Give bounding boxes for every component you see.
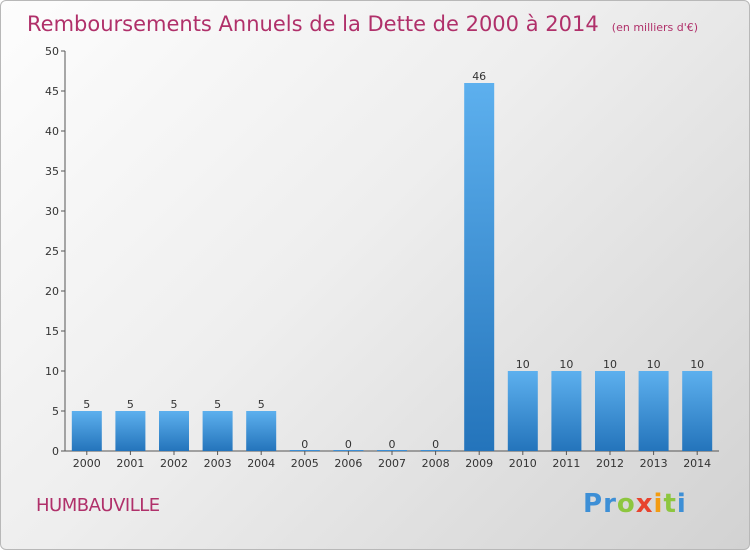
y-tick-label: 40: [45, 125, 59, 138]
bar: [682, 371, 713, 451]
y-tick-label: 5: [52, 405, 59, 418]
bar: [159, 411, 189, 451]
x-tick-label: 2011: [552, 457, 580, 470]
chart-title-unit: (en milliers d'€): [612, 21, 698, 34]
bar-value-label: 10: [603, 358, 617, 371]
x-tick-label: 2009: [465, 457, 493, 470]
bar: [115, 411, 146, 451]
bars: [71, 83, 713, 451]
y-tick-label: 15: [45, 325, 59, 338]
bar: [551, 371, 582, 451]
x-tick-label: 2008: [422, 457, 450, 470]
bar: [202, 411, 233, 451]
commune-name: HUMBAUVILLE: [36, 495, 160, 516]
bar: [289, 450, 320, 451]
x-tick-label: 2007: [378, 457, 406, 470]
bar-value-label: 5: [83, 398, 90, 411]
bar: [246, 411, 277, 451]
x-tick-label: 2006: [334, 457, 362, 470]
bar: [638, 371, 669, 451]
x-tick-label: 2012: [596, 457, 624, 470]
bar: [71, 411, 102, 451]
brand-letter: i: [676, 489, 687, 519]
x-axis: 2000 2001 2002 2003 2004 2005 2006 2007 2008 2009…: [65, 450, 719, 470]
bar: [595, 371, 625, 451]
brand-logo: Proxiti: [583, 489, 687, 519]
x-tick-label: 2004: [247, 457, 275, 470]
y-tick-label: 10: [45, 365, 59, 378]
bar: [507, 371, 538, 451]
brand-letter: o: [616, 489, 636, 519]
bar: [333, 450, 364, 451]
bar: [377, 450, 407, 451]
bar: [464, 83, 495, 451]
bar-value-label: 0: [301, 438, 308, 451]
bar-value-label: 10: [559, 358, 573, 371]
x-tick-label: 2003: [204, 457, 232, 470]
x-tick-label: 2000: [73, 457, 101, 470]
y-tick-label: 0: [52, 445, 59, 458]
chart-title: Remboursements Annuels de la Dette de 20…: [27, 12, 698, 36]
brand-letter: x: [635, 489, 654, 519]
chart-title-main: Remboursements Annuels de la Dette de 20…: [27, 12, 599, 36]
bar-value-label: 10: [647, 358, 661, 371]
brand-letter: r: [603, 489, 617, 519]
brand-letter: t: [663, 489, 677, 519]
bar-value-label: 46: [472, 70, 486, 83]
data-labels: 5 5 5 5 5 0 0 0 0 46 10 10 10 10 10: [83, 70, 704, 451]
bar-value-label: 0: [432, 438, 439, 451]
bar-value-label: 5: [127, 398, 134, 411]
x-tick-label: 2013: [640, 457, 668, 470]
bar: [420, 450, 451, 451]
y-tick-label: 30: [45, 205, 59, 218]
bar-value-label: 5: [171, 398, 178, 411]
brand-letter: i: [653, 489, 664, 519]
x-tick-label: 2002: [160, 457, 188, 470]
y-tick-label: 50: [45, 45, 59, 58]
x-tick-label: 2001: [116, 457, 144, 470]
bar-value-label: 10: [516, 358, 530, 371]
brand-letter: P: [583, 489, 604, 519]
bar-value-label: 5: [214, 398, 221, 411]
bar-value-label: 0: [345, 438, 352, 451]
x-tick-label: 2014: [683, 457, 711, 470]
bar-value-label: 0: [389, 438, 396, 451]
y-axis: 0 5 10 15 20 25 30 35 40 45 50: [45, 45, 66, 458]
x-tick-label: 2005: [291, 457, 319, 470]
y-tick-label: 25: [45, 245, 59, 258]
y-tick-label: 45: [45, 85, 59, 98]
x-tick-label: 2010: [509, 457, 537, 470]
y-tick-label: 35: [45, 165, 59, 178]
bar-value-label: 5: [258, 398, 265, 411]
bar-value-label: 10: [690, 358, 704, 371]
y-tick-label: 20: [45, 285, 59, 298]
